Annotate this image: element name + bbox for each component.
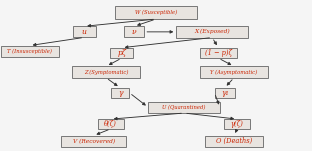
FancyBboxPatch shape — [176, 26, 248, 38]
FancyBboxPatch shape — [72, 26, 96, 37]
FancyBboxPatch shape — [200, 48, 237, 58]
Text: γ(ζ): γ(ζ) — [231, 120, 244, 128]
Text: U (Quarantined): U (Quarantined) — [162, 105, 206, 110]
FancyBboxPatch shape — [148, 102, 220, 113]
FancyBboxPatch shape — [110, 48, 134, 58]
FancyBboxPatch shape — [224, 119, 250, 129]
FancyBboxPatch shape — [124, 26, 144, 37]
Text: W (Susceptible): W (Susceptible) — [135, 10, 177, 15]
Text: V (Recovered): V (Recovered) — [72, 139, 115, 144]
FancyBboxPatch shape — [111, 88, 129, 98]
Text: T (Insusceptible): T (Insusceptible) — [7, 49, 52, 54]
Text: (1 − p)ζ: (1 − p)ζ — [205, 49, 232, 57]
FancyBboxPatch shape — [205, 136, 263, 147]
FancyBboxPatch shape — [215, 88, 235, 98]
FancyBboxPatch shape — [97, 119, 124, 129]
Text: X (Exposed): X (Exposed) — [194, 29, 230, 34]
Text: θ(ζ): θ(ζ) — [104, 120, 117, 128]
Text: γ₁: γ₁ — [221, 89, 228, 97]
Text: γ: γ — [118, 89, 122, 97]
Text: O (Deaths): O (Deaths) — [216, 137, 252, 145]
FancyBboxPatch shape — [115, 6, 197, 19]
FancyBboxPatch shape — [1, 46, 59, 57]
Text: u: u — [82, 28, 87, 36]
FancyBboxPatch shape — [200, 66, 268, 78]
Text: Z (Symptomatic): Z (Symptomatic) — [84, 69, 128, 75]
Text: Y (Asymptomatic): Y (Asymptomatic) — [210, 69, 258, 75]
FancyBboxPatch shape — [72, 66, 140, 78]
FancyBboxPatch shape — [61, 136, 126, 147]
Text: pζ: pζ — [117, 49, 126, 57]
Text: ν: ν — [132, 28, 136, 36]
